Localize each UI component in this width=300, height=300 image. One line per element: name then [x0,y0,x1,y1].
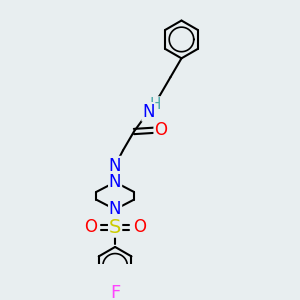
Text: O: O [154,121,167,139]
Text: N: N [109,157,122,175]
Text: S: S [109,218,121,237]
Text: N: N [109,200,122,218]
Text: H: H [149,97,161,112]
Text: N: N [109,173,122,191]
Text: O: O [84,218,97,236]
Text: N: N [142,103,155,121]
Text: O: O [133,218,146,236]
Text: F: F [110,284,120,300]
